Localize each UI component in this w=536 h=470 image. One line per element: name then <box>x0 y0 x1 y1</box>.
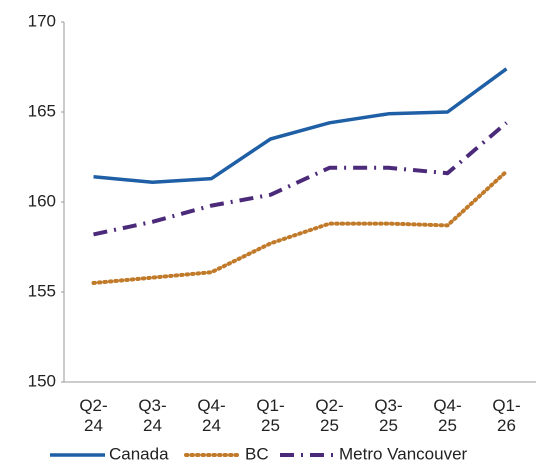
y-tick-label: 155 <box>28 281 56 300</box>
x-tick-label: Q2-25 <box>315 396 344 435</box>
y-tick-label: 165 <box>28 101 56 120</box>
y-tick-label: 160 <box>28 191 56 210</box>
x-tick-label: Q4-24 <box>197 396 226 435</box>
x-tick-label: Q2-24 <box>79 396 108 435</box>
series-line <box>93 121 508 237</box>
x-tick-label: Q3-24 <box>138 396 167 435</box>
y-tick-label: 170 <box>28 11 56 30</box>
x-tick-label: Q4-25 <box>433 396 462 435</box>
series-line <box>91 169 509 285</box>
x-tick-label: Q3-25 <box>374 396 403 435</box>
series-line <box>93 67 508 184</box>
x-tick-label: Q1-25 <box>256 396 285 435</box>
y-tick-label: 150 <box>28 371 56 390</box>
x-tick-label: Q1-26 <box>492 396 521 435</box>
legend-label: Metro Vancouver <box>339 444 468 463</box>
legend-label: Canada <box>109 444 169 463</box>
legend-label: BC <box>245 444 269 463</box>
